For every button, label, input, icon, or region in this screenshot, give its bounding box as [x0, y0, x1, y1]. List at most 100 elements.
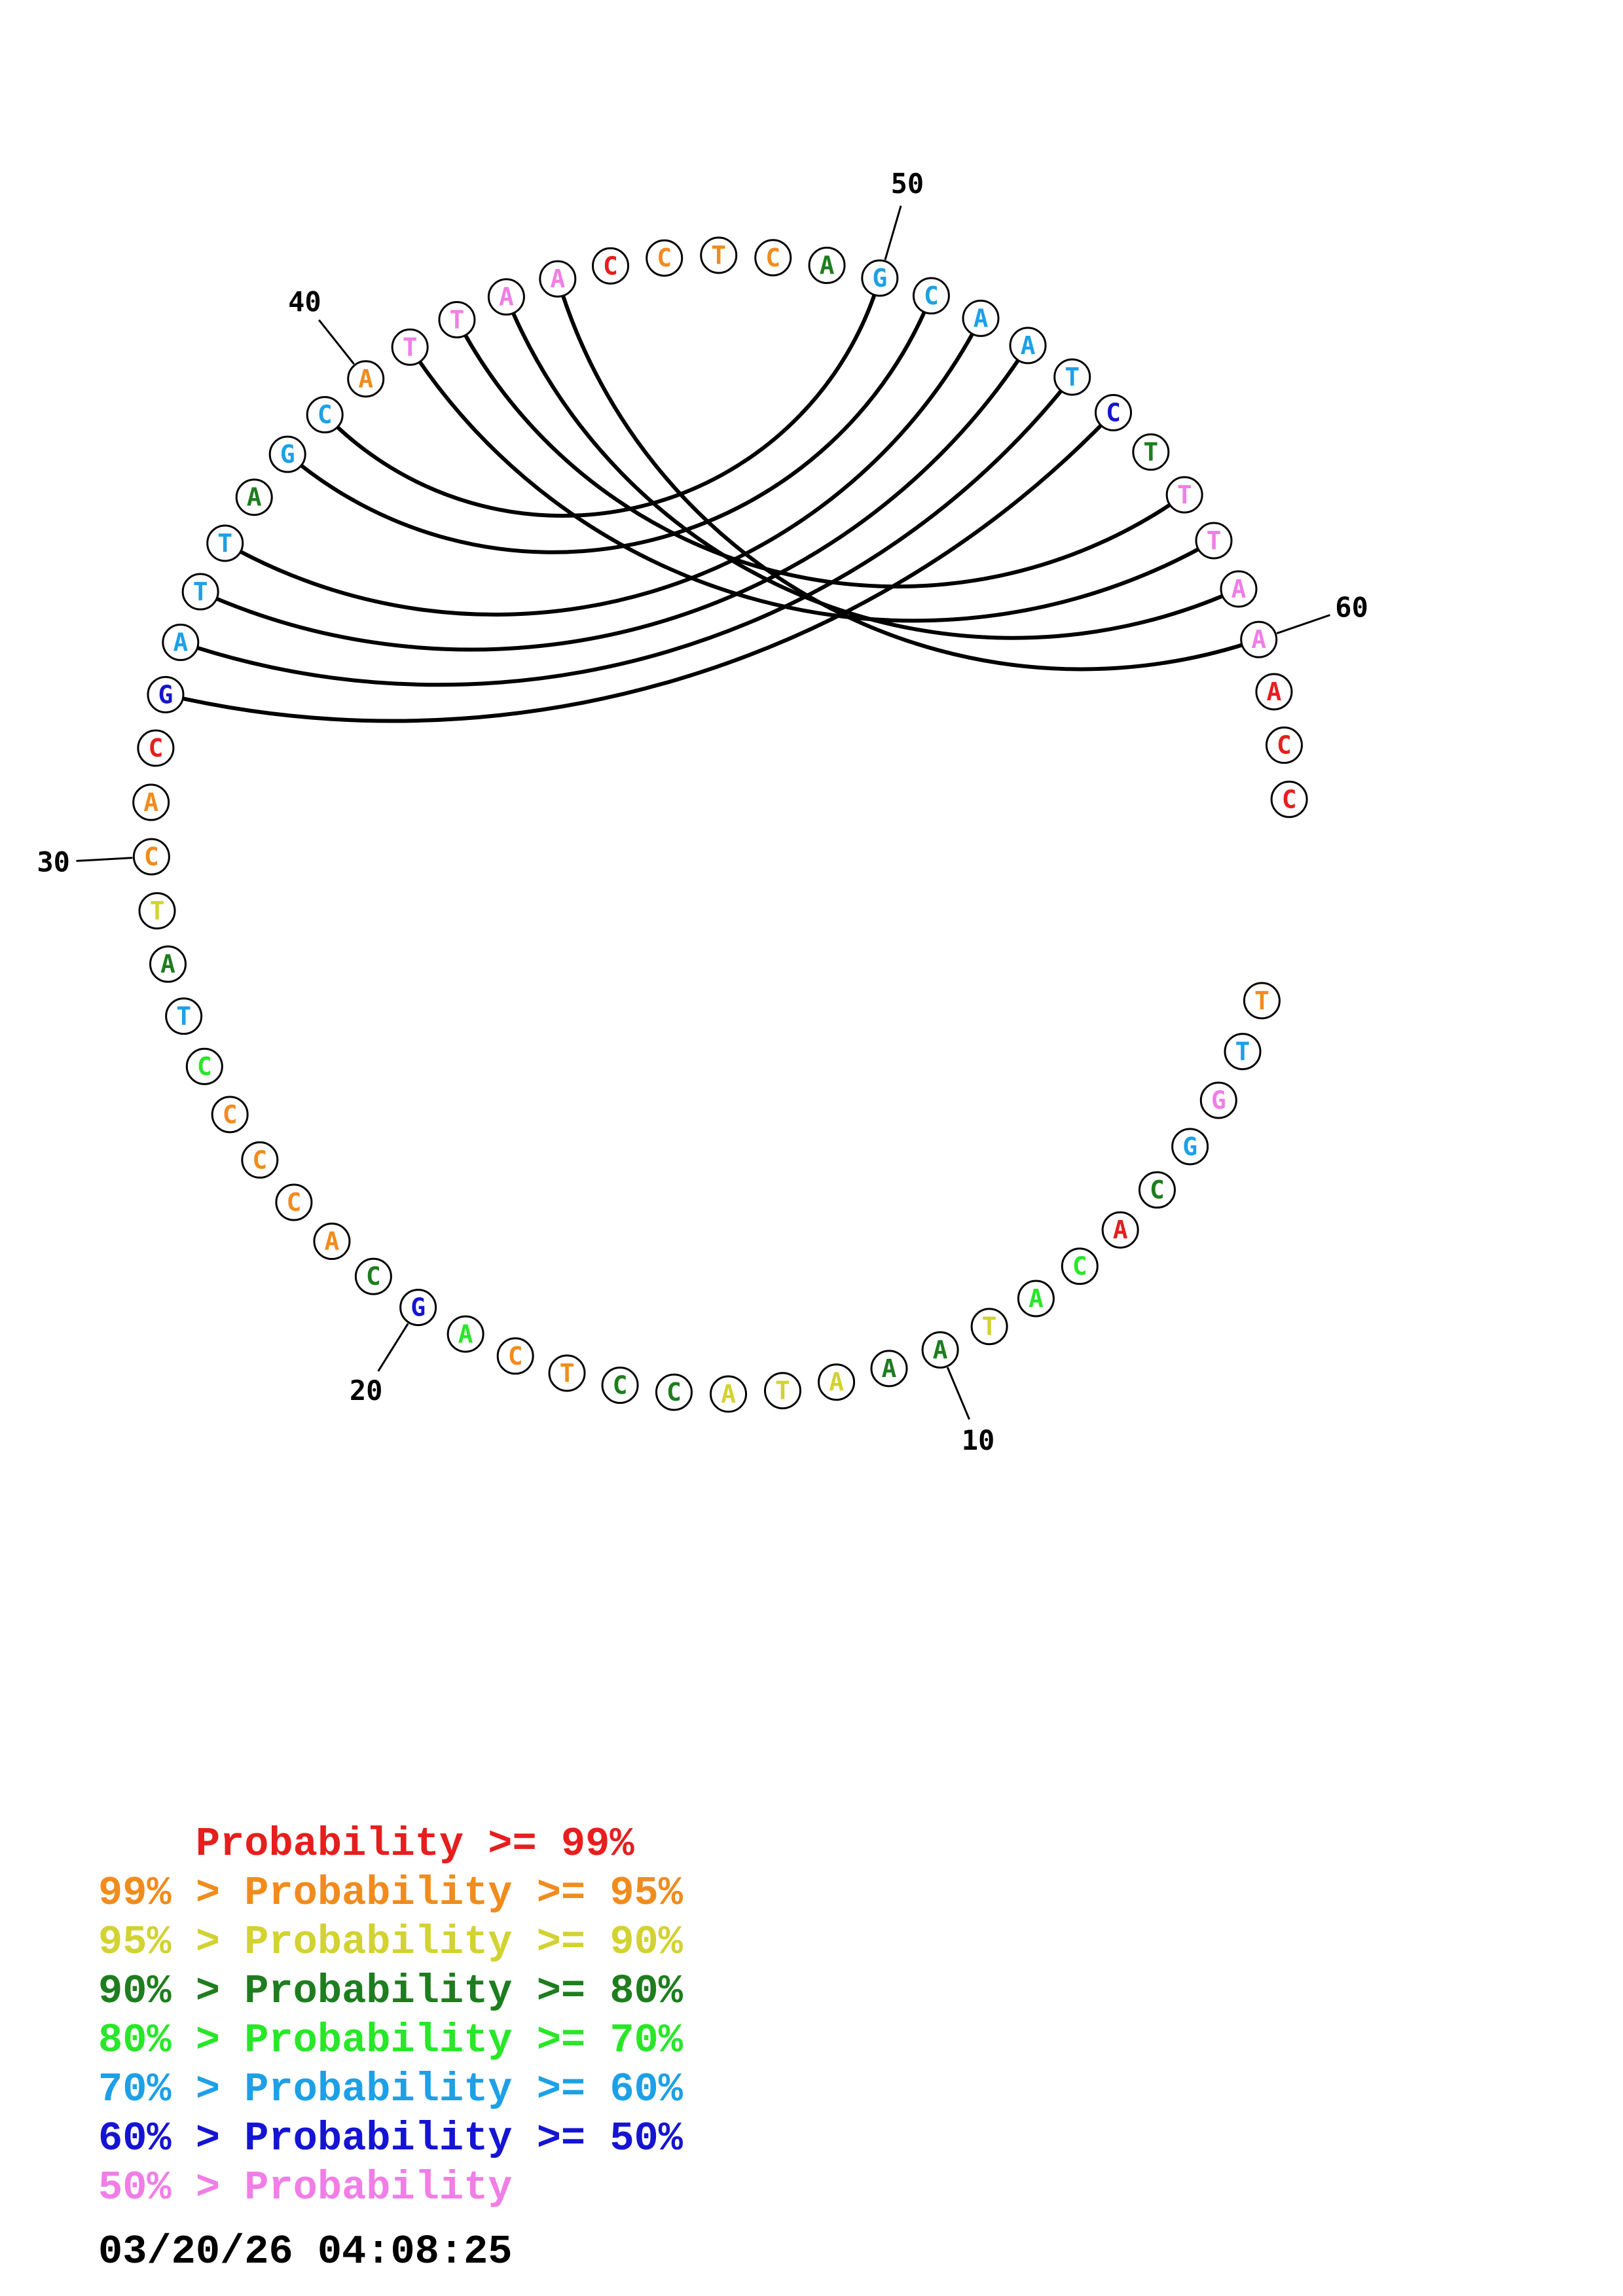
nucleotide-42: T — [438, 300, 476, 338]
nucleotide-4: G — [1171, 1128, 1209, 1166]
nucleotide-57: T — [1165, 476, 1203, 514]
nucleotide-letter: C — [924, 281, 939, 310]
nucleotide-18: C — [496, 1337, 534, 1375]
nucleotide-letter: T — [1235, 1037, 1250, 1066]
nucleotide-letter: G — [280, 440, 295, 469]
legend-label: Probability >= 70% — [244, 2017, 683, 2064]
nucleotide-letter: C — [657, 243, 672, 272]
legend-prefix: 90% > — [98, 1968, 245, 2015]
nucleotide-letter: T — [1177, 480, 1192, 509]
nucleotide-49: A — [808, 246, 846, 284]
nucleotide-letter: C — [1150, 1175, 1165, 1204]
nucleotide-47: T — [700, 236, 738, 274]
nucleotide-54: T — [1053, 358, 1091, 396]
position-label: 30 — [37, 846, 70, 878]
nucleotide-letter: A — [1267, 677, 1282, 706]
base-pair-arc-36-52 — [224, 317, 983, 617]
nucleotide-ring: TTGGCACATAAATACCTCAGCACCCCTATCACGATTAGCA… — [132, 236, 1308, 1413]
nucleotide-letter: G — [1211, 1086, 1226, 1115]
legend-label: Probability >= 90% — [244, 1919, 683, 1965]
position-tick-40: 40 — [288, 285, 355, 365]
nucleotide-52: A — [962, 299, 1000, 337]
legend-label: Probability — [244, 2164, 513, 2211]
nucleotide-44: A — [539, 260, 577, 298]
nucleotide-letter: T — [775, 1376, 790, 1405]
nucleotide-28: A — [149, 945, 187, 983]
legend-label: Probability >= 50% — [244, 2115, 683, 2162]
position-label: 20 — [350, 1374, 383, 1407]
nucleotide-2: T — [1224, 1033, 1262, 1071]
nucleotide-32: C — [137, 729, 175, 767]
nucleotide-letter: A — [324, 1227, 339, 1256]
nucleotide-23: C — [275, 1183, 313, 1221]
legend-prefix: 95% > — [98, 1919, 245, 1965]
nucleotide-59: A — [1220, 570, 1258, 608]
nucleotide-letter: T — [150, 897, 165, 925]
position-label: 60 — [1335, 591, 1368, 623]
legend-prefix: 60% > — [98, 2115, 245, 2162]
nucleotide-letter: C — [197, 1052, 212, 1081]
nucleotide-letter: T — [1207, 526, 1222, 555]
nucleotide-letter: C — [318, 401, 333, 429]
base-pair-arc-41-58 — [408, 346, 1215, 623]
nucleotide-3: G — [1199, 1081, 1237, 1119]
nucleotide-letter: T — [449, 305, 464, 334]
nucleotide-51: C — [912, 277, 950, 315]
nucleotide-letter: C — [613, 1371, 628, 1399]
position-tick-50: 50 — [884, 168, 924, 260]
nucleotide-22: A — [313, 1223, 351, 1261]
nucleotide-letter: A — [550, 264, 565, 293]
nucleotide-letter: C — [765, 243, 780, 272]
legend-row: 60% > Probability >= 50% — [98, 2114, 683, 2163]
nucleotide-letter: T — [982, 1312, 997, 1341]
nucleotide-letter: T — [1143, 438, 1158, 467]
nucleotide-60: A — [1240, 620, 1278, 658]
position-label: 10 — [962, 1424, 995, 1456]
base-pair-arc-35-53 — [199, 344, 1030, 652]
nucleotide-43: A — [487, 278, 525, 316]
legend-prefix: 80% > — [98, 2017, 245, 2064]
nucleotide-letter: A — [247, 483, 262, 512]
nucleotide-63: C — [1270, 780, 1308, 818]
legend-row: Probability >= 99% — [98, 1820, 683, 1869]
legend-prefix — [98, 1821, 196, 1867]
nucleotide-6: A — [1101, 1211, 1139, 1249]
nucleotide-27: T — [165, 997, 203, 1035]
legend-row: 90% > Probability >= 80% — [98, 1967, 683, 2016]
nucleotide-34: A — [162, 623, 200, 661]
nucleotide-letter: C — [366, 1262, 381, 1291]
nucleotide-36: T — [206, 524, 244, 562]
nucleotide-letter: A — [933, 1335, 948, 1364]
nucleotide-11: A — [870, 1350, 908, 1388]
nucleotide-letter: A — [1021, 331, 1036, 360]
position-ticks: 10 20 30 40 50 60 — [37, 168, 1368, 1456]
nucleotide-letter: A — [829, 1368, 844, 1397]
nucleotide-letter: T — [560, 1359, 575, 1388]
nucleotide-letter: A — [974, 304, 989, 332]
legend-label: Probability >= 99% — [195, 1821, 634, 1867]
nucleotide-21: C — [354, 1257, 392, 1295]
nucleotide-letter: A — [1251, 625, 1266, 654]
nucleotide-1: T — [1243, 982, 1281, 1020]
legend-label: Probability >= 60% — [244, 2066, 683, 2113]
nucleotide-letter: T — [1065, 363, 1080, 391]
nucleotide-8: A — [1017, 1280, 1055, 1318]
nucleotide-17: T — [548, 1354, 586, 1392]
nucleotide-7: C — [1061, 1247, 1099, 1285]
nucleotide-letter: C — [1106, 398, 1121, 427]
nucleotide-39: C — [306, 396, 344, 434]
nucleotide-19: A — [447, 1315, 484, 1353]
nucleotide-53: A — [1009, 327, 1047, 365]
nucleotide-letter: C — [603, 251, 618, 280]
nucleotide-58: T — [1195, 522, 1233, 560]
nucleotide-letter: A — [820, 251, 835, 279]
nucleotide-letter: A — [143, 788, 158, 817]
nucleotide-33: G — [147, 675, 185, 713]
nucleotide-letter: T — [403, 332, 418, 361]
nucleotide-letter: G — [1182, 1132, 1197, 1161]
nucleotide-14: A — [710, 1375, 748, 1413]
nucleotide-56: T — [1132, 433, 1170, 471]
nucleotide-48: C — [754, 239, 792, 277]
nucleotide-letter: C — [666, 1378, 682, 1407]
